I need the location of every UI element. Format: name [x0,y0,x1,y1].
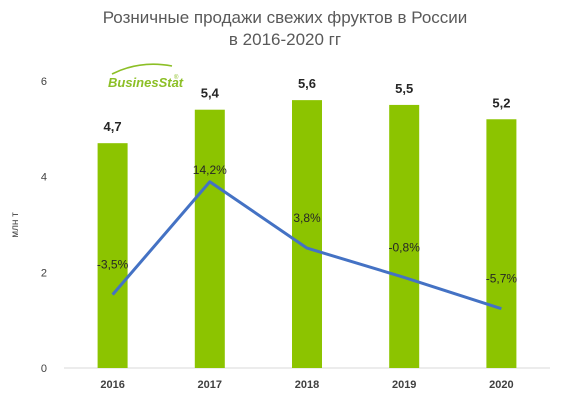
bar [194,109,225,368]
bar-value-label: 5,6 [298,76,316,91]
chart-title-line-1: Розничные продажи свежих фруктов в Росси… [103,8,468,27]
y-axis-label: млн т [10,212,21,238]
bar [292,100,322,368]
bar-value-label: 5,4 [201,86,220,101]
logo: BusinesStat ® [108,63,184,90]
growth-label: 14,2% [193,163,227,177]
x-tick-label: 2016 [100,379,124,391]
growth-label: -5,7% [486,272,518,286]
bar [97,143,128,368]
bar-value-label: 5,2 [492,95,510,110]
bar-value-label: 4,7 [104,119,122,134]
logo-registered-mark: ® [174,74,179,81]
x-axis-ticks: 2016 2017 2018 2019 2020 [100,379,513,391]
y-tick-label: 2 [41,267,47,279]
growth-label: -3,5% [97,258,129,272]
growth-line-path [111,180,502,311]
logo-text: BusinesStat [108,75,184,90]
logo-swoosh-icon [111,63,173,75]
growth-label: 3,8% [293,211,321,225]
chart-title-line-2: в 2016-2020 гг [229,30,341,49]
y-tick-label: 0 [41,363,47,375]
x-tick-label: 2018 [295,379,319,391]
x-tick-label: 2019 [392,379,416,391]
x-tick-label: 2017 [198,379,222,391]
y-tick-label: 6 [41,76,47,88]
y-tick-label: 4 [41,172,47,184]
bar [486,119,517,369]
bar [389,104,420,369]
growth-line: -3,5% 14,2% 3,8% -0,8% -5,7% [97,163,518,311]
y-axis-ticks: 0 2 4 6 [41,76,47,375]
growth-label: -0,8% [389,240,421,254]
x-tick-label: 2020 [489,379,513,391]
bar-value-label: 5,5 [395,81,413,96]
bars: 4,7 5,4 5,6 5,5 5,2 [97,76,517,369]
